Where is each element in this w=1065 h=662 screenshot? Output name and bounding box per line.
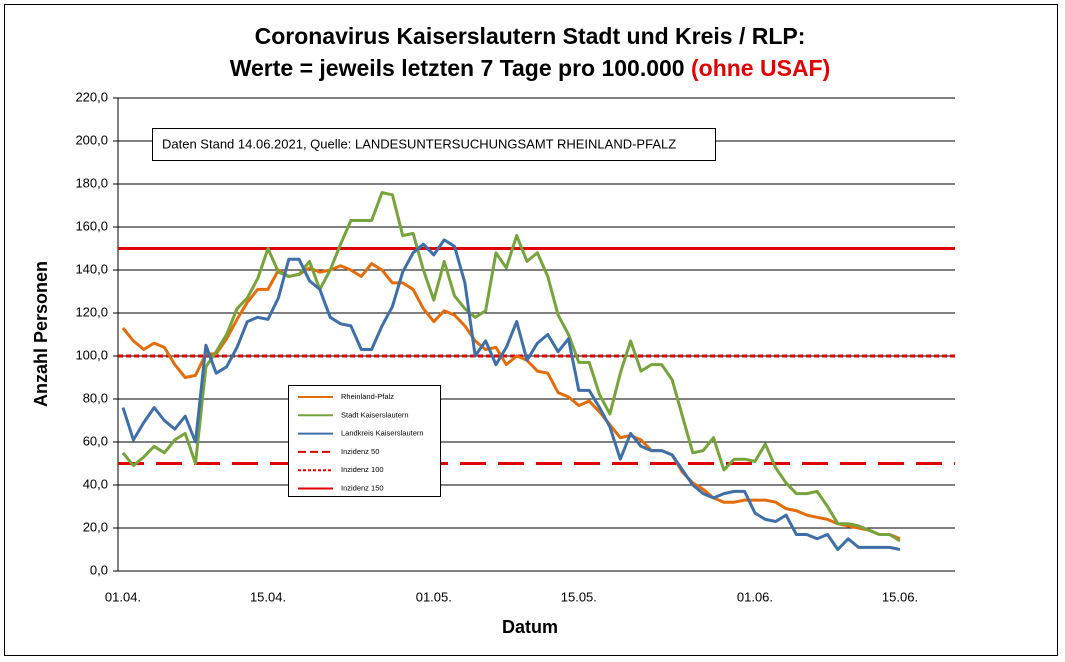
y-tick-label: 120,0 bbox=[75, 304, 108, 319]
series-line bbox=[121, 238, 901, 551]
x-tick-label: 15.06. bbox=[882, 589, 918, 604]
y-axis-label: Anzahl Personen bbox=[31, 261, 51, 407]
series-line bbox=[121, 191, 901, 543]
x-tick-label: 01.05. bbox=[416, 589, 452, 604]
legend-label: Inzidenz 150 bbox=[341, 483, 384, 492]
legend-label: Rheinland-Pfalz bbox=[341, 392, 394, 401]
legend-label: Inzidenz 50 bbox=[341, 447, 379, 456]
y-tick-label: 80,0 bbox=[83, 390, 108, 405]
chart-subtitle: Werte = jeweils letzten 7 Tage pro 100.0… bbox=[230, 55, 831, 81]
x-tick-label: 01.06. bbox=[737, 589, 773, 604]
x-tick-label: 15.05. bbox=[561, 589, 597, 604]
y-tick-label: 220,0 bbox=[75, 89, 108, 104]
y-tick-label: 40,0 bbox=[83, 476, 108, 491]
y-tick-label: 20,0 bbox=[83, 519, 108, 534]
y-tick-label: 0,0 bbox=[90, 562, 108, 577]
x-tick-label: 01.04. bbox=[105, 589, 141, 604]
y-tick-label: 140,0 bbox=[75, 261, 108, 276]
x-axis-label: Datum bbox=[502, 617, 558, 637]
x-tick-label: 15.04. bbox=[250, 589, 286, 604]
legend-label: Stadt Kaiserslautern bbox=[341, 410, 409, 419]
y-tick-label: 180,0 bbox=[75, 175, 108, 190]
chart-border bbox=[4, 4, 1058, 656]
legend-label: Landkreis Kaiserslautern bbox=[341, 429, 424, 438]
subtitle-text: Werte = jeweils letzten 7 Tage pro 100.0… bbox=[230, 55, 685, 81]
y-tick-label: 100,0 bbox=[75, 347, 108, 362]
legend-items: Rheinland-Pfalz Stadt Kaiserslautern Landk… bbox=[298, 392, 424, 492]
legend-label: Inzidenz 100 bbox=[341, 465, 384, 474]
plot: 0,0 20,0 40,0 60,0 80,0 100,0 120,0 140,0 160,0 1… bbox=[75, 89, 955, 604]
y-tick-label: 160,0 bbox=[75, 218, 108, 233]
series-line bbox=[121, 262, 901, 541]
legend bbox=[288, 385, 441, 497]
y-tick-label: 60,0 bbox=[83, 433, 108, 448]
y-tick-label: 200,0 bbox=[75, 132, 108, 147]
chart-title: Coronavirus Kaiserslautern Stadt und Kre… bbox=[255, 23, 806, 49]
annotation: Daten Stand 14.06.2021, Quelle: LANDESUN… bbox=[162, 136, 676, 151]
annotation-box bbox=[152, 128, 716, 161]
subtitle-highlight: (ohne USAF) bbox=[691, 55, 830, 81]
